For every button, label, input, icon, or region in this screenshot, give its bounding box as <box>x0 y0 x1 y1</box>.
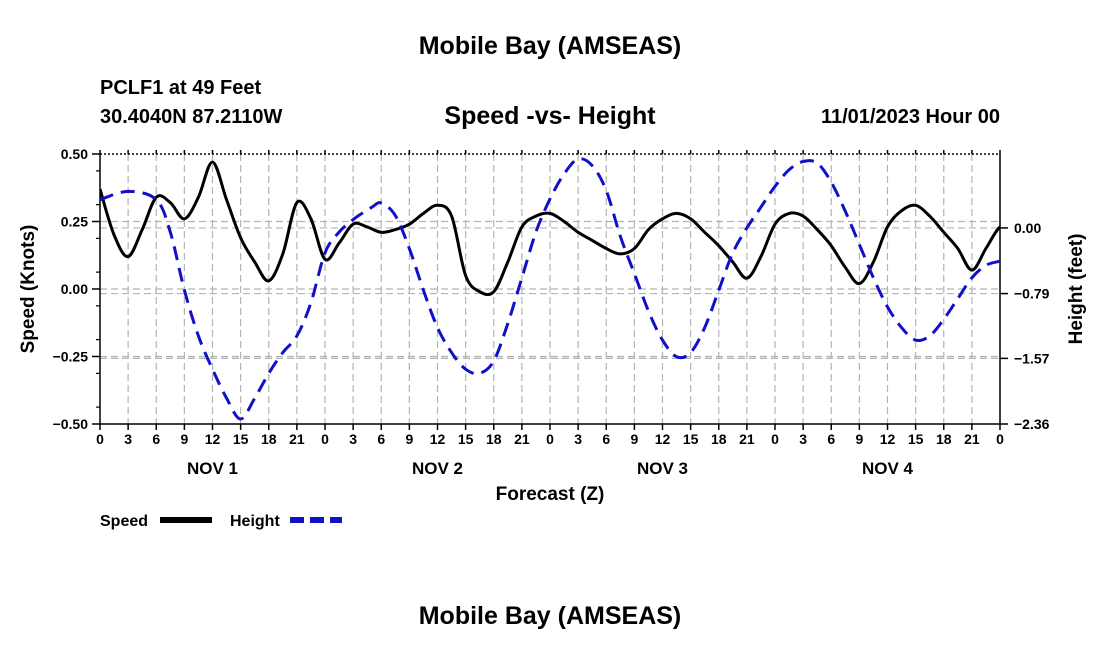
series-line-height <box>100 157 1000 421</box>
day-label: NOV 2 <box>412 459 463 478</box>
y-right-tick-label: 0.00 <box>1014 220 1041 236</box>
x-tick-label: 18 <box>261 431 277 447</box>
x-tick-label: 9 <box>855 431 863 447</box>
y-left-tick-label: 0.00 <box>61 281 88 297</box>
x-tick-label: 6 <box>152 431 160 447</box>
legend-height-label: Height <box>230 513 280 530</box>
footer-title: Mobile Bay (AMSEAS) <box>418 602 682 630</box>
x-tick-label: 9 <box>405 431 413 447</box>
chart-subtitle: Speed -vs- Height <box>444 102 656 130</box>
y-left-tick-label: 0.50 <box>61 146 88 162</box>
x-tick-label: 6 <box>827 431 835 447</box>
x-tick-label: 12 <box>205 431 221 447</box>
x-tick-label: 21 <box>964 431 980 447</box>
x-tick-label: 15 <box>233 431 249 447</box>
day-label: NOV 4 <box>862 459 914 478</box>
x-tick-label: 21 <box>739 431 755 447</box>
forecast-datetime: 11/01/2023 Hour 00 <box>820 106 1000 128</box>
y-left-tick-label: −0.50 <box>53 416 89 432</box>
x-tick-label: 12 <box>430 431 446 447</box>
x-tick-label: 21 <box>289 431 305 447</box>
x-tick-label: 18 <box>936 431 952 447</box>
x-tick-label: 3 <box>349 431 357 447</box>
x-tick-label: 6 <box>377 431 385 447</box>
x-tick-label: 3 <box>799 431 807 447</box>
x-tick-label: 0 <box>96 431 104 447</box>
x-tick-label: 15 <box>683 431 699 447</box>
x-tick-label: 3 <box>574 431 582 447</box>
x-tick-label: 0 <box>546 431 554 447</box>
x-tick-label: 18 <box>711 431 727 447</box>
x-tick-label: 15 <box>908 431 924 447</box>
x-tick-label: 21 <box>514 431 530 447</box>
y-left-tick-label: 0.25 <box>61 214 88 230</box>
station-label: PCLF1 at 49 Feet <box>100 77 262 99</box>
y-axis-title-right: Height (feet) <box>1066 234 1087 345</box>
x-tick-label: 18 <box>486 431 502 447</box>
x-tick-label: 6 <box>602 431 610 447</box>
x-tick-label: 15 <box>458 431 474 447</box>
y-right-tick-label: −2.36 <box>1014 416 1050 432</box>
x-tick-label: 0 <box>771 431 779 447</box>
y-right-tick-label: −1.57 <box>1014 350 1050 366</box>
y-axis-title-left: Speed (Knots) <box>18 225 39 354</box>
x-tick-label: 9 <box>180 431 188 447</box>
series-line-speed <box>100 160 1000 297</box>
x-axis-title: Forecast (Z) <box>496 484 605 505</box>
y-left-tick-label: −0.25 <box>53 349 89 365</box>
legend-speed-label: Speed <box>100 513 148 530</box>
y-right-tick-label: −0.79 <box>1014 286 1050 302</box>
day-label: NOV 3 <box>637 459 688 478</box>
x-tick-label: 3 <box>124 431 132 447</box>
x-tick-label: 12 <box>880 431 896 447</box>
x-tick-label: 9 <box>630 431 638 447</box>
x-tick-label: 12 <box>655 431 671 447</box>
day-label: NOV 1 <box>187 459 238 478</box>
x-tick-label: 0 <box>321 431 329 447</box>
chart-title: Mobile Bay (AMSEAS) <box>418 32 682 60</box>
coordinates-label: 30.4040N 87.2110W <box>100 106 283 128</box>
x-tick-label: 0 <box>996 431 1004 447</box>
